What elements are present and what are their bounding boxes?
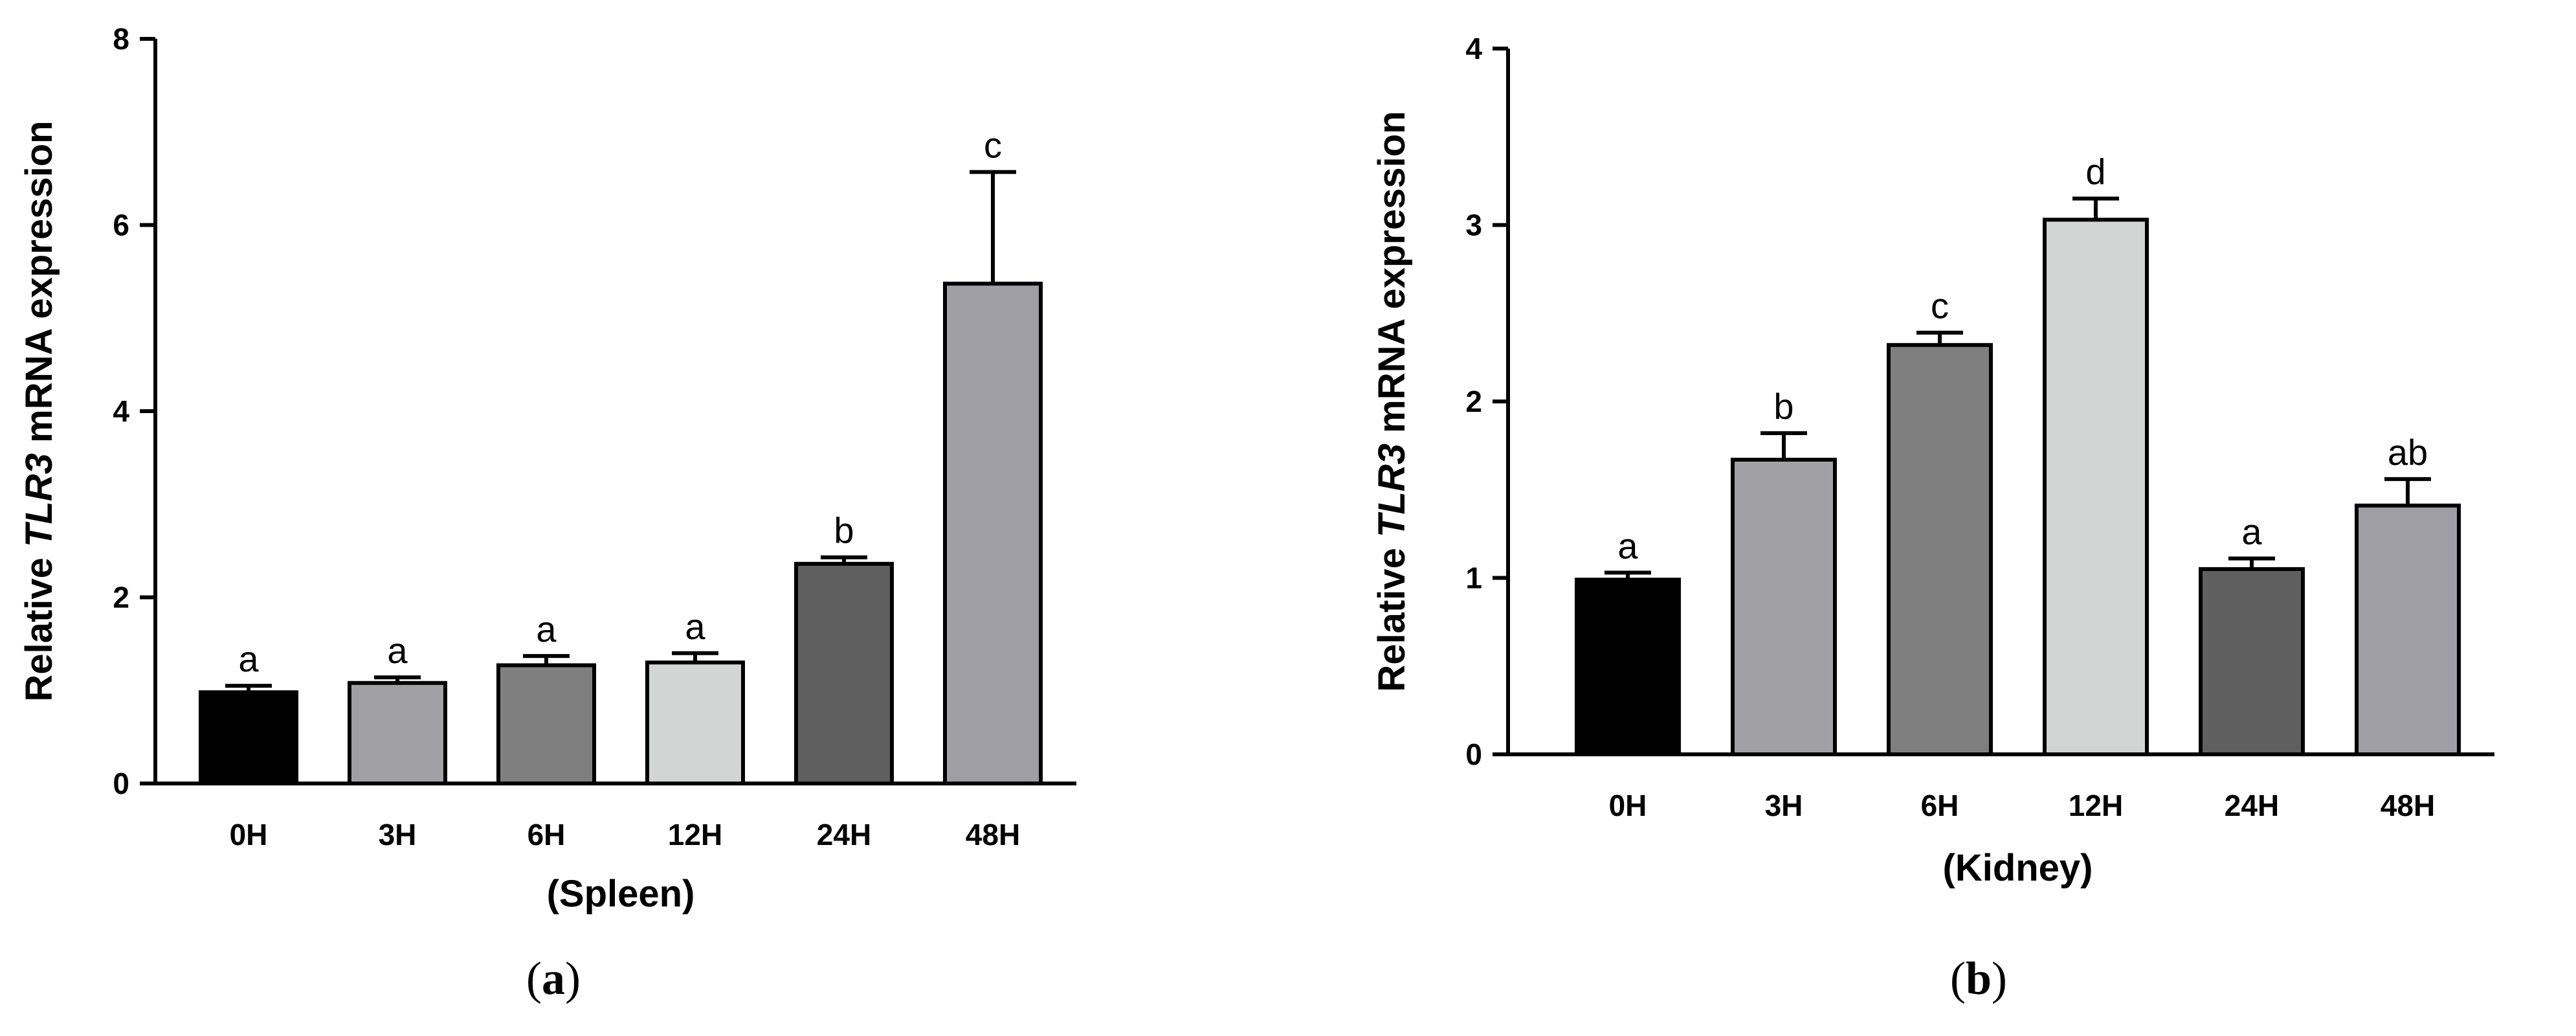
bar-group: a 6H	[496, 609, 596, 851]
x-tick-label: 3H	[379, 818, 417, 851]
bar	[2043, 218, 2149, 756]
y-tick-label: 8	[113, 22, 129, 56]
bar	[1731, 457, 1837, 756]
significance-label: a	[685, 606, 705, 647]
x-tick-label: 6H	[527, 818, 566, 851]
y-tick-label: 6	[113, 208, 129, 242]
significance-label: c	[984, 125, 1002, 166]
chart-kidney: a 0H b 3H c 6H d 12H a 24H ab 48H 0 1 2 3 4 (Kidney) Relat…	[1371, 32, 2494, 1004]
panel-label-letter: a	[542, 952, 565, 1004]
x-tick-label: 12H	[2069, 789, 2123, 822]
y-tick-label: 3	[1465, 208, 1482, 242]
x-tick-label: 6H	[1921, 789, 1959, 822]
significance-label: a	[238, 638, 259, 679]
y-axis-title-gene: TLR3	[18, 453, 60, 547]
y-tick-label: 4	[1465, 32, 1482, 65]
bar	[199, 690, 298, 785]
x-tick-label: 48H	[2381, 789, 2435, 822]
y-tick-label: 0	[113, 767, 129, 800]
bar	[1575, 578, 1681, 756]
panel-label-open: (	[526, 952, 542, 1004]
bar-group: a 12H	[645, 606, 745, 851]
significance-label: a	[387, 630, 408, 671]
significance-label: b	[1773, 386, 1793, 427]
bar-group: a 24H	[2199, 512, 2305, 822]
y-tick-label: 1	[1465, 561, 1482, 595]
panel-label: (b)	[1950, 952, 2007, 1004]
y-tick-label: 0	[1465, 738, 1482, 771]
x-tick-label: 48H	[966, 818, 1020, 851]
bar	[1887, 343, 1993, 756]
x-tick-label: 24H	[817, 818, 871, 851]
panel-label-close: )	[565, 952, 581, 1004]
significance-label: a	[1617, 525, 1638, 566]
bar	[645, 660, 745, 785]
significance-label: c	[1931, 286, 1949, 326]
bar-group: c 6H	[1887, 286, 1993, 822]
y-tick-label: 4	[113, 394, 129, 428]
panel-label: (a)	[526, 952, 581, 1004]
y-axis-title-suffix: mRNA expression	[1371, 111, 1413, 444]
x-axis-title: (Kidney)	[1943, 847, 2093, 889]
bar	[943, 282, 1043, 785]
y-tick-label: 2	[113, 581, 129, 614]
bar-group: c 48H	[943, 125, 1043, 851]
significance-label: a	[536, 609, 557, 649]
panel-label-close: )	[1992, 952, 2007, 1004]
bar	[348, 681, 447, 785]
y-tick-label: 2	[1465, 385, 1482, 418]
x-tick-label: 0H	[1609, 789, 1647, 822]
x-axis-title: (Spleen)	[547, 873, 695, 915]
significance-label: a	[2241, 512, 2262, 552]
x-tick-label: 12H	[668, 818, 722, 851]
bar-group: ab 48H	[2355, 432, 2461, 822]
x-tick-label: 0H	[230, 818, 268, 851]
chart-spleen: a 0H a 3H a 6H a 12H b 24H c 48H 0 2 4 6 8 (Spleen) Relati…	[18, 22, 1076, 1004]
y-axis-title-prefix: Relative	[18, 547, 60, 702]
bar-group: b 24H	[794, 510, 894, 851]
x-tick-label: 24H	[2225, 789, 2279, 822]
significance-label: b	[834, 510, 854, 551]
bar-group: d 12H	[2043, 152, 2149, 822]
y-axis-title-suffix: mRNA expression	[18, 120, 60, 453]
bar-group: b 3H	[1731, 386, 1837, 822]
bar-group: a 3H	[348, 630, 447, 851]
y-axis-title: Relative TLR3 mRNA expression	[18, 120, 60, 701]
bar	[496, 663, 596, 785]
bar	[2199, 567, 2305, 756]
y-axis-title-prefix: Relative	[1371, 537, 1413, 692]
y-axis-title: Relative TLR3 mRNA expression	[1371, 111, 1413, 692]
x-tick-label: 3H	[1765, 789, 1803, 822]
significance-label: d	[2085, 152, 2105, 192]
bar-group: a 0H	[199, 638, 298, 851]
bar	[2355, 503, 2461, 757]
panel-label-letter: b	[1966, 952, 1992, 1004]
y-axis-title-gene: TLR3	[1371, 444, 1413, 537]
significance-label: ab	[2388, 432, 2428, 473]
bar	[794, 561, 894, 785]
panel-label-open: (	[1950, 952, 1966, 1004]
bar-group: a 0H	[1575, 525, 1681, 822]
